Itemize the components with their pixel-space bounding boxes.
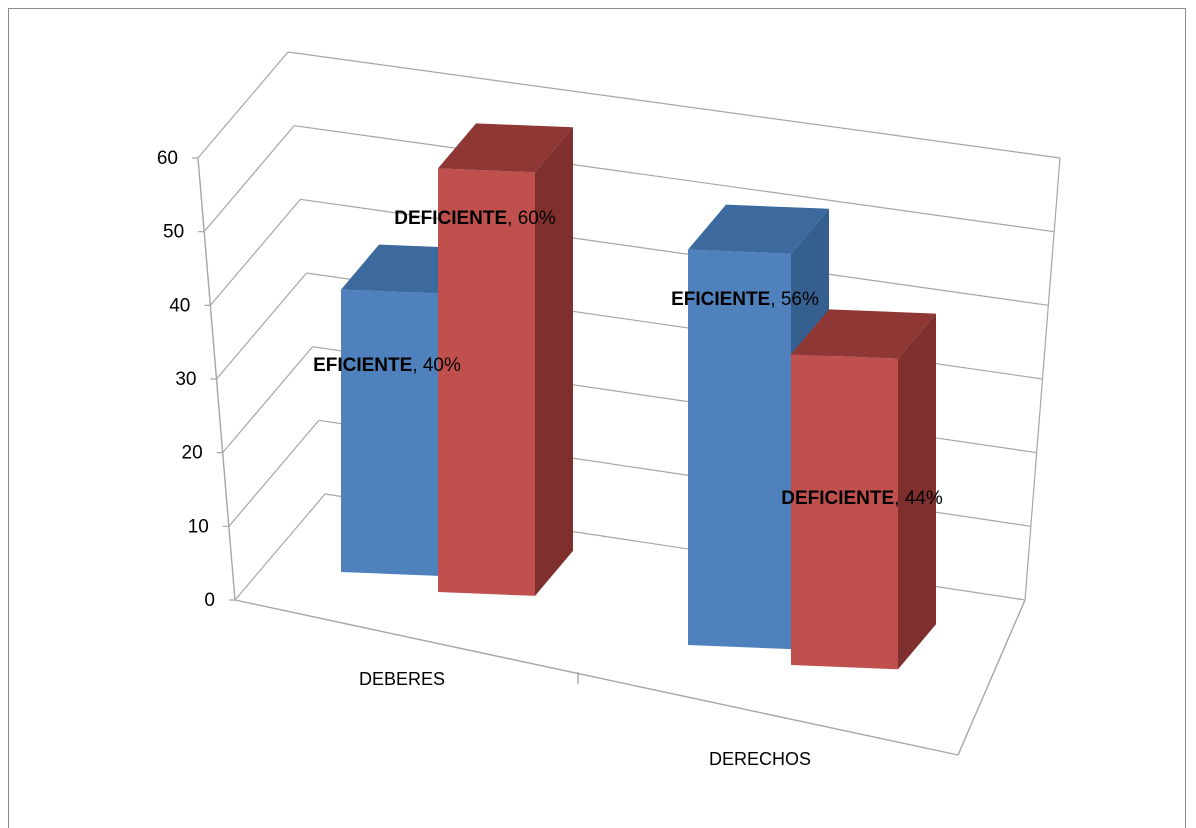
bar-front: [791, 354, 898, 670]
grid-left-wall-line: [222, 346, 314, 454]
x-axis-line: [234, 599, 959, 756]
data-label-series: DEFICIENTE: [394, 208, 507, 229]
axes: 0 10 20 30 40 50 60 DEBERES DERECHOS: [157, 148, 1026, 769]
bar-deficiente-derechos: [791, 309, 936, 670]
x-category-label: DERECHOS: [709, 749, 811, 769]
x-category-label: DEBERES: [359, 669, 445, 689]
data-label-value: , 56%: [770, 289, 819, 310]
chart-frame: [8, 8, 1186, 828]
grid-left-wall-line: [197, 51, 289, 159]
grid-left-wall-line: [234, 493, 326, 601]
labels: EFICIENTE, 40%DEFICIENTE, 60%EFICIENTE, …: [313, 208, 943, 509]
bar-front: [438, 168, 535, 596]
data-label: EFICIENTE, 56%: [671, 289, 819, 310]
data-label-value: , 44%: [894, 488, 943, 509]
y-tick-label: 20: [182, 443, 203, 464]
bars: [341, 123, 936, 670]
grid-right-edge: [1024, 157, 1061, 601]
y-tick-label: 30: [175, 369, 196, 390]
data-label: DEFICIENTE, 44%: [781, 488, 943, 509]
bar-top: [791, 309, 936, 359]
y-tick-label: 60: [157, 148, 178, 169]
y-tick-label: 0: [204, 590, 215, 611]
data-label-series: EFICIENTE: [671, 289, 770, 310]
grid-left-wall-line: [209, 198, 301, 306]
grid-back-wall-line: [300, 198, 1049, 306]
data-label-value: , 60%: [507, 208, 556, 229]
data-label-series: DEFICIENTE: [781, 488, 894, 509]
floor-right-edge: [957, 599, 1026, 756]
bar-top: [688, 204, 829, 254]
bar-front: [688, 249, 791, 650]
bar-side: [898, 313, 936, 670]
bar-front: [341, 289, 438, 576]
y-tick-label: 50: [163, 222, 184, 243]
data-label-value: , 40%: [412, 355, 461, 376]
grid-left-wall-line: [228, 419, 320, 527]
data-label: DEFICIENTE, 60%: [394, 208, 556, 229]
y-tick-label: 10: [188, 516, 209, 537]
y-tick-label: 40: [169, 295, 190, 316]
bar-top: [438, 123, 573, 173]
bar-deficiente-deberes: [438, 123, 573, 596]
bar-side: [535, 127, 573, 596]
grid-left-wall-line: [216, 272, 307, 380]
data-label-series: EFICIENTE: [313, 355, 412, 376]
data-label: EFICIENTE, 40%: [313, 355, 461, 376]
grid-back-wall-line: [294, 125, 1055, 233]
grid-back-wall-line: [287, 51, 1061, 159]
grid-left-wall-line: [203, 125, 295, 233]
